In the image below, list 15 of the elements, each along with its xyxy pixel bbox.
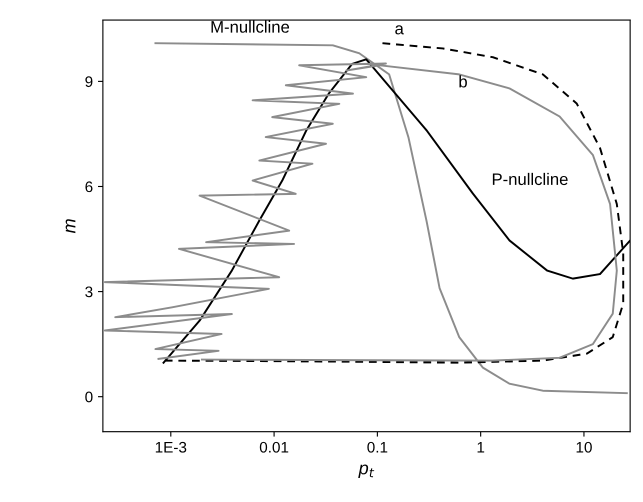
x-tick-label: 0.01	[260, 442, 288, 453]
series-label: P-nullcline	[492, 172, 568, 186]
y-tick-label: 3	[85, 286, 92, 298]
y-tick-label: 6	[85, 181, 92, 192]
series-label: M-nullcline	[212, 20, 290, 33]
y-axis-title: m	[66, 219, 76, 234]
y-tick-label: 0	[85, 392, 93, 402]
x-tick-label: 1E-3	[156, 442, 186, 453]
series-label: b	[459, 75, 467, 88]
x-axis-title: p$_{t}$	[358, 464, 374, 478]
y-tick-label: 9	[85, 76, 92, 88]
x-tick-label: 0.1	[367, 442, 388, 453]
x-tick-label: 1	[478, 442, 484, 453]
x-tick-label: 10	[576, 442, 592, 453]
series-label: a	[395, 25, 404, 34]
